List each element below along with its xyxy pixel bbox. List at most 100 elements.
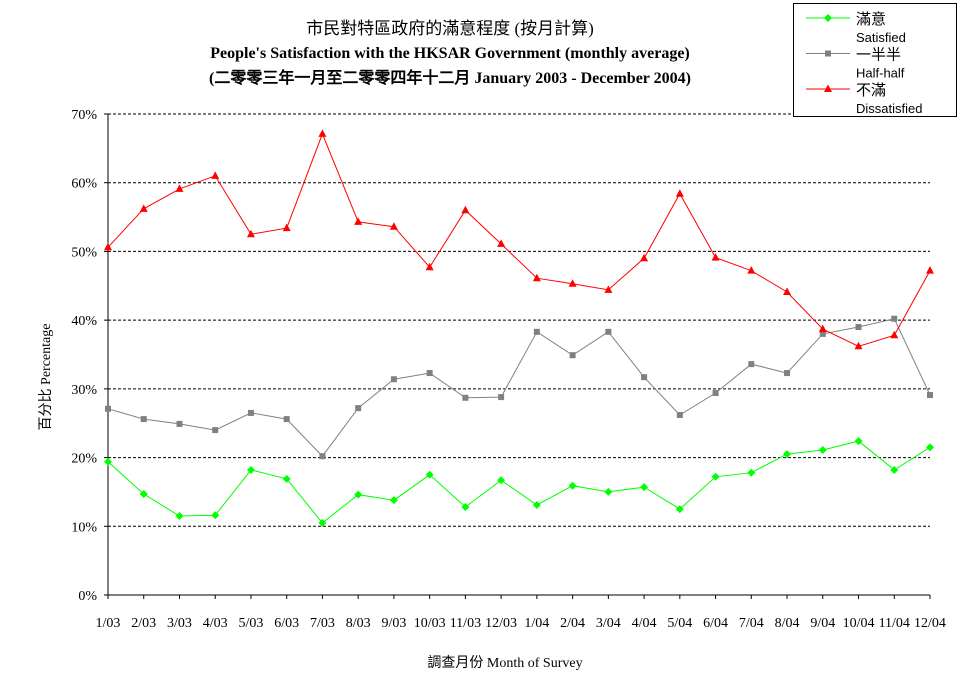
- series-3-point: [640, 253, 649, 262]
- x-tick-label: 3/04: [596, 616, 621, 631]
- series-3-point: [175, 184, 184, 192]
- series-1-point: [675, 505, 684, 514]
- x-tick-label: 6/03: [274, 616, 299, 631]
- series-2-point: [784, 370, 791, 377]
- series-2-point: [819, 330, 826, 337]
- series-1-point: [890, 465, 899, 474]
- series-3-point: [890, 330, 899, 339]
- legend-swatch-marker: [824, 84, 832, 92]
- series-1-point: [854, 437, 863, 446]
- y-tick-label: 0%: [78, 589, 97, 604]
- series-2-point: [533, 328, 540, 335]
- series-3-point: [497, 239, 506, 247]
- series-2-point: [140, 416, 147, 423]
- series-3-point: [568, 279, 577, 287]
- series-3-point: [818, 324, 827, 333]
- series-2-line: [107, 318, 931, 457]
- series-1-point: [104, 457, 112, 466]
- series-1-point: [461, 503, 470, 512]
- series-2-point: [212, 427, 219, 434]
- legend-label-en: Half-half: [856, 66, 905, 81]
- series-1: [104, 437, 934, 527]
- series-3-point: [532, 273, 541, 282]
- x-tick-label: 8/04: [775, 616, 800, 631]
- legend-label: 不滿: [856, 82, 886, 99]
- x-tick-label: 7/03: [310, 616, 335, 631]
- x-axis-title: 調查月份 Month of Survey: [427, 655, 582, 671]
- series-1-line: [107, 440, 931, 524]
- series-2-point: [927, 392, 933, 399]
- series-1-point: [389, 496, 398, 505]
- series-1-point: [783, 450, 792, 459]
- series-3-point: [783, 287, 792, 295]
- y-tick-label: 50%: [71, 245, 97, 260]
- series-3-point: [211, 171, 220, 179]
- series-3-point: [425, 262, 434, 271]
- x-tick-label: 10/03: [414, 616, 446, 631]
- x-tick-label: 1/03: [96, 616, 121, 631]
- series-1-point: [246, 465, 255, 474]
- series-3-point: [139, 204, 148, 212]
- x-tick-label: 4/03: [203, 616, 228, 631]
- legend-label: 一半半: [856, 47, 901, 64]
- chart-date-range: (二零零三年一月至二零零四年十二月 January 2003 - Decembe…: [209, 68, 691, 87]
- x-tick-label: 9/04: [810, 616, 835, 631]
- series-1-point: [318, 518, 327, 527]
- series-2-point: [355, 405, 362, 412]
- y-tick-label: 30%: [71, 383, 97, 398]
- legend-swatch-marker: [825, 50, 831, 57]
- series-2-point: [855, 324, 862, 331]
- series-3-point: [675, 189, 684, 197]
- x-tick-label: 5/04: [667, 616, 692, 631]
- series-2: [105, 315, 933, 460]
- series-layer: [104, 129, 934, 527]
- x-tick-label: 11/03: [450, 616, 481, 631]
- y-axis-ticks: 0% 10% 20% 30% 40% 50% 60% 70%: [71, 108, 108, 604]
- x-tick-label: 6/04: [703, 616, 728, 631]
- x-tick-label: 5/03: [239, 616, 264, 631]
- legend-swatch-marker: [824, 14, 832, 22]
- x-tick-label: 10/04: [843, 616, 875, 631]
- series-1-point: [568, 481, 577, 490]
- y-tick-label: 10%: [71, 520, 97, 535]
- series-1-point: [604, 487, 613, 496]
- series-3-point: [389, 222, 398, 230]
- series-2-point: [569, 352, 576, 359]
- series-3-point: [854, 341, 863, 350]
- x-tick-label: 11/04: [879, 616, 910, 631]
- y-tick-label: 20%: [71, 452, 97, 467]
- series-3-point: [711, 253, 720, 261]
- series-1-point: [139, 489, 148, 498]
- y-tick-label: 60%: [71, 177, 97, 192]
- series-3-point: [461, 205, 470, 214]
- series-1-point: [747, 468, 756, 477]
- axes: [107, 114, 930, 596]
- series-3-point: [246, 229, 255, 238]
- legend-label-en: Dissatisfied: [856, 101, 922, 116]
- series-3-point: [354, 217, 363, 225]
- series-2-point: [176, 420, 183, 427]
- legend-item-1: 滿意 Satisfied: [806, 10, 906, 45]
- x-tick-label: 7/04: [739, 616, 764, 631]
- series-2-point: [247, 409, 254, 416]
- series-2-point: [462, 394, 469, 401]
- y-axis-title: 百分比 Percentage: [38, 324, 54, 431]
- series-2-point: [712, 389, 719, 396]
- series-3-point: [104, 242, 112, 251]
- chart-title: 市民對特區政府的滿意程度 (按月計算): [306, 19, 594, 38]
- x-tick-label: 9/03: [381, 616, 406, 631]
- series-3-point: [926, 266, 934, 274]
- series-2-point: [283, 416, 290, 423]
- series-2-point: [498, 394, 505, 401]
- x-tick-label: 4/04: [632, 616, 657, 631]
- x-tick-label: 2/03: [131, 616, 156, 631]
- y-tick-label: 40%: [71, 314, 97, 329]
- series-1-point: [282, 474, 291, 483]
- x-tick-label: 12/04: [914, 616, 946, 631]
- legend-box: [793, 3, 957, 117]
- series-3: [104, 129, 934, 350]
- x-axis-ticks: 1/03 2/03 3/03 4/03 5/03 6/03 7/03 8/03 9/03 10/0…: [96, 595, 946, 631]
- series-1-point: [497, 476, 506, 485]
